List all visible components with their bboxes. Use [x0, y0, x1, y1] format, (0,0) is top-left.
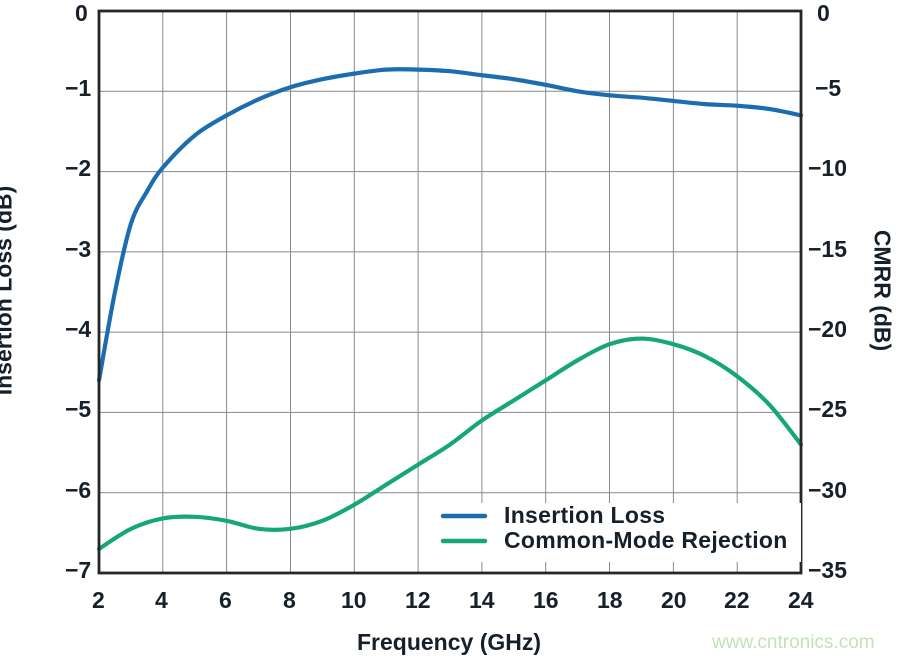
svg-text:Insertion Loss: Insertion Loss — [504, 502, 665, 528]
svg-text:Common-Mode Rejection: Common-Mode Rejection — [504, 527, 788, 553]
